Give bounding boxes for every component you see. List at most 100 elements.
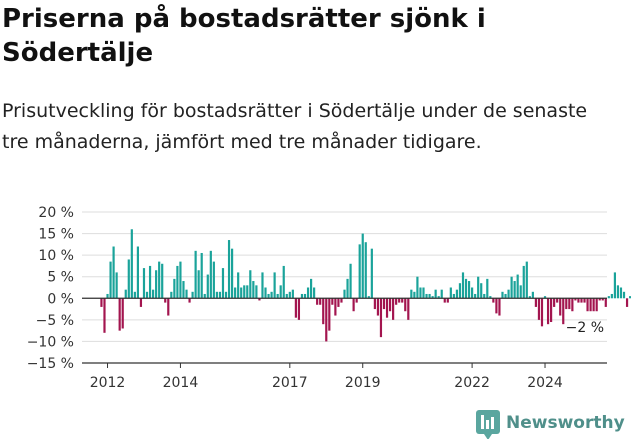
bar	[449, 287, 452, 299]
bar	[568, 298, 571, 310]
bar	[583, 298, 586, 303]
bar	[109, 261, 112, 299]
bar	[191, 291, 194, 299]
bar	[148, 265, 152, 299]
bar	[474, 293, 477, 299]
bar	[589, 298, 592, 312]
bar	[155, 270, 158, 299]
bars	[100, 229, 631, 342]
bar	[513, 281, 516, 299]
bar	[133, 291, 136, 299]
bar	[495, 298, 498, 314]
bar	[346, 278, 349, 299]
bar	[288, 291, 291, 299]
bar	[422, 287, 425, 299]
bar	[586, 298, 589, 312]
bar	[425, 293, 428, 299]
bar	[413, 291, 416, 299]
bar	[340, 298, 343, 303]
bar	[206, 274, 209, 299]
chart-title: Priserna på bostadsrätter sjönk i Södert…	[2, 4, 486, 68]
bar	[616, 285, 620, 299]
bar	[498, 298, 501, 316]
last-value-label: −2 %	[566, 320, 604, 336]
bar	[525, 261, 528, 299]
bar	[322, 298, 325, 325]
y-tick-label: −10 %	[27, 334, 74, 350]
bar	[477, 276, 480, 299]
bar	[398, 298, 401, 303]
newsworthy-logo[interactable]: Newsworthy	[476, 410, 625, 439]
bar	[486, 278, 489, 299]
bar	[127, 259, 130, 299]
bar	[285, 293, 288, 299]
bar	[574, 298, 577, 301]
bar	[604, 298, 607, 307]
x-tick-label: 2014	[163, 375, 199, 391]
newsworthy-icon	[476, 410, 500, 439]
bar	[234, 287, 237, 299]
bar	[559, 298, 562, 316]
bar	[613, 272, 616, 299]
bar	[629, 296, 631, 299]
y-axis-labels: −15 % −10 % −5 % 0 % 5 % 10 % 15 % 20 %	[27, 205, 74, 372]
bar	[464, 278, 468, 299]
x-axis: 2012 2014 2017 2019 2022 2024	[82, 297, 607, 391]
bar	[419, 287, 422, 299]
bar	[443, 298, 446, 303]
bar	[112, 246, 115, 299]
bar	[212, 261, 215, 299]
bar	[115, 272, 118, 299]
bar	[161, 263, 164, 299]
bar	[334, 298, 337, 316]
bar	[182, 281, 185, 299]
bar	[483, 293, 486, 299]
bar	[240, 287, 243, 299]
bar	[537, 298, 541, 320]
bar	[388, 298, 392, 312]
bar	[300, 293, 304, 299]
bar	[237, 272, 240, 299]
bar	[179, 261, 182, 299]
bar	[343, 289, 346, 299]
bar	[458, 283, 462, 299]
bar	[446, 298, 449, 303]
bar	[455, 289, 459, 299]
bar	[379, 298, 383, 338]
bar	[543, 296, 547, 299]
bar	[328, 298, 331, 331]
bar	[261, 272, 264, 299]
bar	[176, 265, 179, 299]
bar	[452, 293, 455, 299]
bar	[252, 281, 255, 299]
bar	[373, 298, 376, 310]
bar	[279, 285, 282, 299]
bar	[282, 265, 285, 299]
bar	[395, 298, 398, 305]
bar	[461, 272, 465, 299]
bar	[598, 298, 601, 301]
y-tick-label: 20 %	[38, 205, 74, 221]
bar	[145, 291, 149, 299]
brand-name: Newsworthy	[506, 413, 625, 433]
bar	[303, 293, 307, 299]
bar	[255, 285, 258, 299]
bar	[355, 298, 358, 303]
bar	[367, 296, 370, 299]
bar	[510, 276, 513, 299]
bar	[142, 268, 146, 299]
bar	[246, 285, 249, 299]
bar	[361, 233, 364, 299]
bar	[592, 298, 595, 312]
bar	[243, 285, 246, 299]
x-tick-label: 2017	[272, 375, 308, 391]
bar	[294, 298, 297, 318]
bar	[224, 291, 228, 299]
x-tick-label: 2012	[90, 375, 126, 391]
chart-subtitle: Prisutveckling för bostadsrätter i Söder…	[2, 100, 588, 153]
bar	[158, 261, 161, 299]
x-tick-label: 2022	[454, 375, 490, 391]
y-tick-label: 0 %	[47, 291, 74, 307]
